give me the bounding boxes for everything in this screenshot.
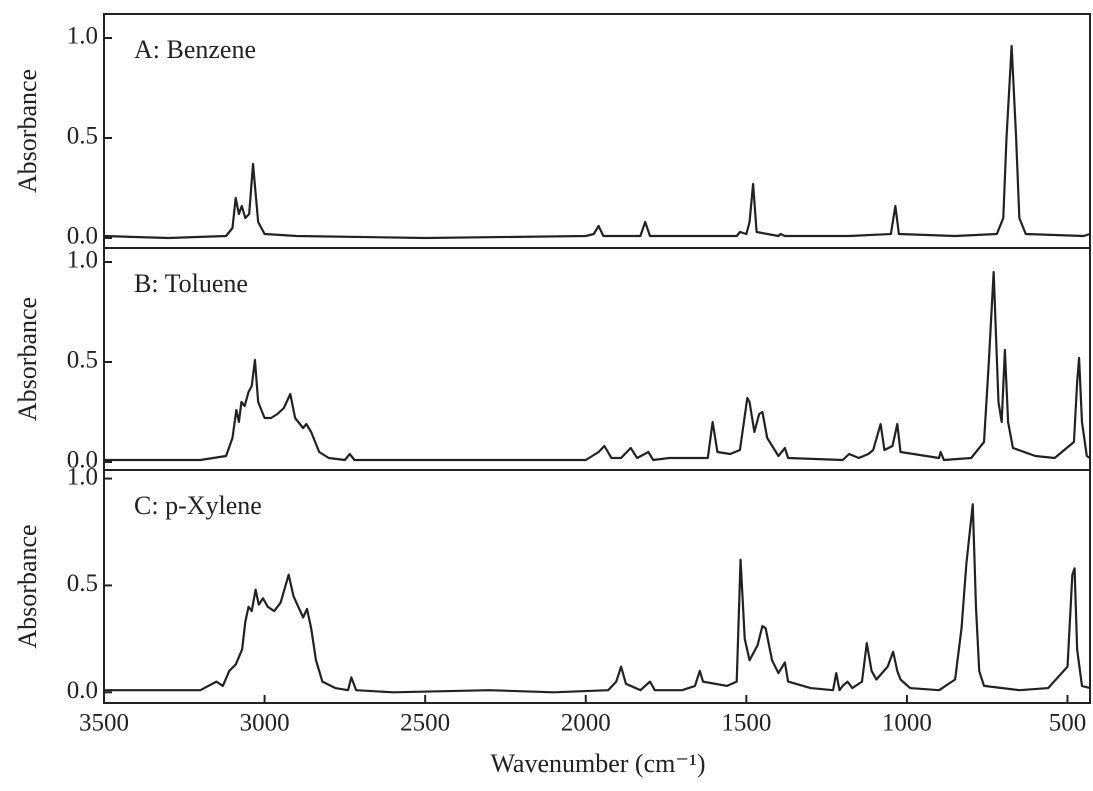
x-tick-label: 2000 [561,710,611,737]
y-tick-label: 0.5 [67,570,98,597]
x-tick-label: 500 [1049,710,1087,737]
panel-annotation: C: p-Xylene [134,491,262,520]
plot-frame [103,247,1091,471]
x-tick-label: 1000 [882,710,932,737]
y-tick-label: 0.5 [67,123,98,150]
x-tick-label: 3000 [240,710,290,737]
spectrum-line [103,44,1091,240]
y-tick-label: 1.0 [67,247,98,274]
x-tick-label: 1500 [721,710,771,737]
spectrum-line [104,503,1091,694]
x-tick-label: 3500 [79,710,129,737]
y-tick-label: 0.0 [67,677,98,704]
panel-annotation: A: Benzene [134,35,256,64]
y-tick-label: 0.5 [67,347,98,374]
y-tick-label: 1.0 [67,463,98,490]
y-tick-label: 0.0 [67,223,98,250]
x-tick-label: 2500 [400,710,450,737]
plot-frame [103,469,1091,704]
y-tick-label: 0.0 [67,447,98,474]
y-tick-label: 1.0 [67,23,98,50]
spectrum-line [104,270,1091,462]
y-axis-label: Absorbance [13,297,42,421]
y-axis-label: Absorbance [13,69,42,193]
panel-annotation: B: Toluene [134,269,248,298]
x-axis-label: Wavenumber (cm⁻¹) [490,749,705,778]
y-axis-label: Absorbance [13,524,42,648]
